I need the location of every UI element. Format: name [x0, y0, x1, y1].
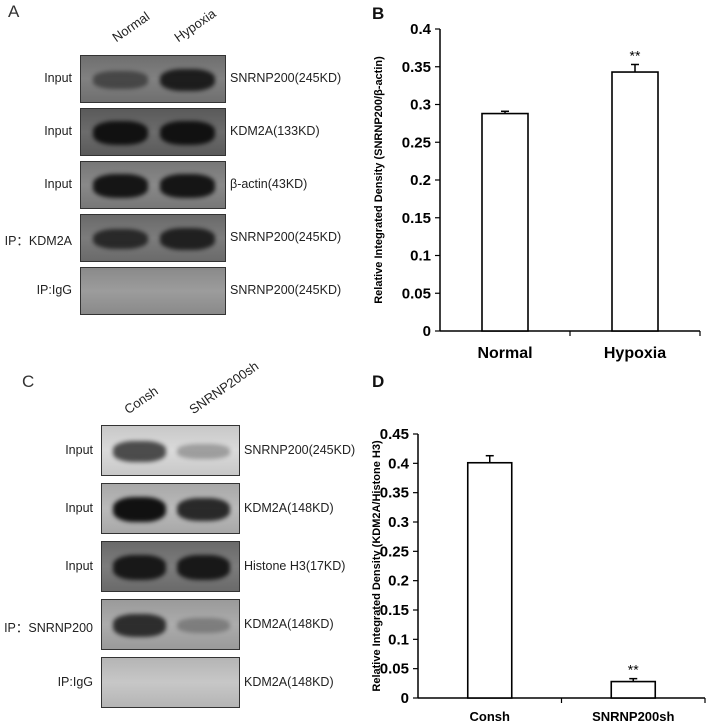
panel-b-letter: B — [372, 4, 385, 23]
panel-a-blot-2 — [80, 161, 226, 209]
panel-c-band-label-2: Histone H3(17KD) — [244, 558, 346, 573]
panel-b-category-0: Normal — [477, 345, 532, 362]
panel-c-lane-consh: Consh — [121, 383, 161, 417]
panel-a-band-label-2: β-actin(43KD) — [230, 177, 308, 191]
panel-a-row-label-0: Input — [44, 71, 72, 85]
panel-b-ytick-label-6: 0.3 — [410, 97, 431, 114]
panel-a-band-1-1 — [92, 121, 149, 145]
panel-a-band-3-2 — [159, 228, 216, 250]
panel-c-row-label-2: Input — [65, 558, 93, 573]
panel-c-band-label-4: KDM2A(148KD) — [244, 674, 334, 689]
panel-c-row-label-0: Input — [65, 442, 93, 457]
panel-c-band-label-3: KDM2A(148KD) — [244, 616, 334, 631]
panel-a-band-2-2 — [159, 174, 216, 198]
panel-d-chart: 0 0.05 0.1 0.15 0.2 0.25 0.3 0.35 0.4 0.45Relativ… — [371, 426, 706, 721]
panel-b-bar-1 — [611, 71, 659, 332]
panel-a-band-0-2 — [159, 68, 216, 92]
panel-d-bar-0 — [466, 461, 513, 699]
panel-a-row-label-4: IP:IgG — [36, 283, 72, 297]
panel-c-band-0-1 — [113, 440, 166, 462]
panel-a-band-label-1: KDM2A(133KD) — [230, 124, 320, 138]
panel-c-blot-1 — [101, 483, 240, 534]
panel-d-ytick-label-8: 0.4 — [388, 455, 410, 472]
panel-c-band-1-1 — [113, 496, 166, 523]
panel-c-band-3-2 — [177, 618, 230, 633]
panel-c-row-label-4: IP:IgG — [57, 674, 93, 689]
panel-d-ytick-label-7: 0.35 — [380, 485, 409, 502]
panel-a-row-label-3: IP：KDM2A — [4, 234, 72, 248]
panel-a-blot-0 — [80, 55, 226, 103]
panel-a-blot-3 — [80, 214, 226, 262]
panel-b-ylabel: Relative Integrated Density (SNRNP200/β-… — [373, 56, 385, 304]
panel-b-ytick-label-8: 0.4 — [410, 21, 432, 38]
panel-a-band-1-2 — [159, 121, 216, 145]
panel-c-band-0-2 — [177, 444, 230, 459]
panel-d-annotation-1: ** — [628, 662, 639, 678]
panel-c-band-label-0: SNRNP200(245KD) — [244, 442, 356, 457]
panel-c-row-label-3: IP：SNRNP200 — [4, 620, 93, 635]
panel-b-ytick-label-7: 0.35 — [402, 59, 431, 76]
panel-c-letter: C — [22, 372, 35, 391]
panel-d-ytick-label-6: 0.3 — [388, 514, 409, 531]
panel-b-ytick-label-1: 0.05 — [402, 285, 431, 302]
panel-a-blot-4 — [80, 267, 226, 315]
panel-b-bar-0 — [481, 112, 529, 332]
panel-a-row-label-2: Input — [44, 177, 72, 191]
panel-c-lane-snrnp200sh: SNRNP200sh — [186, 358, 262, 417]
panel-d-ytick-label-2: 0.1 — [388, 631, 409, 648]
panel-d-ytick-label-4: 0.2 — [388, 573, 409, 590]
panel-c-band-1-2 — [177, 497, 230, 522]
panel-d-ytick-label-5: 0.25 — [380, 543, 409, 560]
panel-b-ytick-label-2: 0.1 — [410, 248, 431, 265]
panel-d-ytick-label-9: 0.45 — [380, 426, 409, 443]
panel-a-band-label-4: SNRNP200(245KD) — [230, 283, 342, 297]
panel-b-ytick-label-4: 0.2 — [410, 172, 431, 189]
panel-d-category-1: SNRNP200sh — [592, 709, 674, 721]
panel-a-lane-normal: Normal — [109, 8, 153, 46]
panel-a-row-label-1: Input — [44, 124, 72, 138]
panel-d-ytick-label-1: 0.05 — [380, 661, 409, 678]
panel-b-ytick-label-5: 0.25 — [402, 134, 431, 151]
panel-b-chart: 0 0.05 0.1 0.15 0.2 0.25 0.3 0.35 0.4 Relative In… — [373, 21, 701, 362]
panel-b-ytick-label-0: 0 — [423, 323, 431, 340]
panel-d-ytick-label-3: 0.15 — [380, 602, 409, 619]
panel-c-blot-2 — [101, 541, 240, 592]
panel-a-band-3-1 — [92, 228, 149, 250]
panel-a-band-label-3: SNRNP200(245KD) — [230, 230, 342, 244]
panel-a-lane-hypoxia: Hypoxia — [171, 5, 219, 45]
panel-a-band-2-1 — [92, 174, 149, 198]
panel-d-letter: D — [372, 372, 385, 391]
panel-c-blot-3 — [101, 599, 240, 650]
panel-d-ytick-label-0: 0 — [401, 690, 409, 707]
panel-a-blot-1 — [80, 108, 226, 156]
panel-c-blot-4 — [101, 657, 240, 708]
panel-c-band-label-1: KDM2A(148KD) — [244, 500, 334, 515]
panel-b-annotation-1: ** — [630, 47, 641, 63]
panel-d-ylabel: Relative Integrated Density (KDM2A/Histo… — [371, 440, 383, 692]
panel-d-category-0: Consh — [470, 709, 511, 721]
panel-a-letter: A — [8, 2, 20, 21]
panel-d-bar-1 — [610, 680, 657, 699]
panel-c-blot-0 — [101, 425, 240, 476]
panel-c-band-3-1 — [113, 614, 166, 637]
panel-c-row-label-1: Input — [65, 500, 93, 515]
panel-b-ytick-label-3: 0.15 — [402, 210, 431, 227]
panel-a-band-0-1 — [92, 71, 149, 89]
panel-c-band-2-1 — [113, 555, 166, 580]
panel-b-category-1: Hypoxia — [604, 345, 666, 362]
panel-c-band-2-2 — [177, 555, 230, 580]
panel-a-band-label-0: SNRNP200(245KD) — [230, 71, 342, 85]
